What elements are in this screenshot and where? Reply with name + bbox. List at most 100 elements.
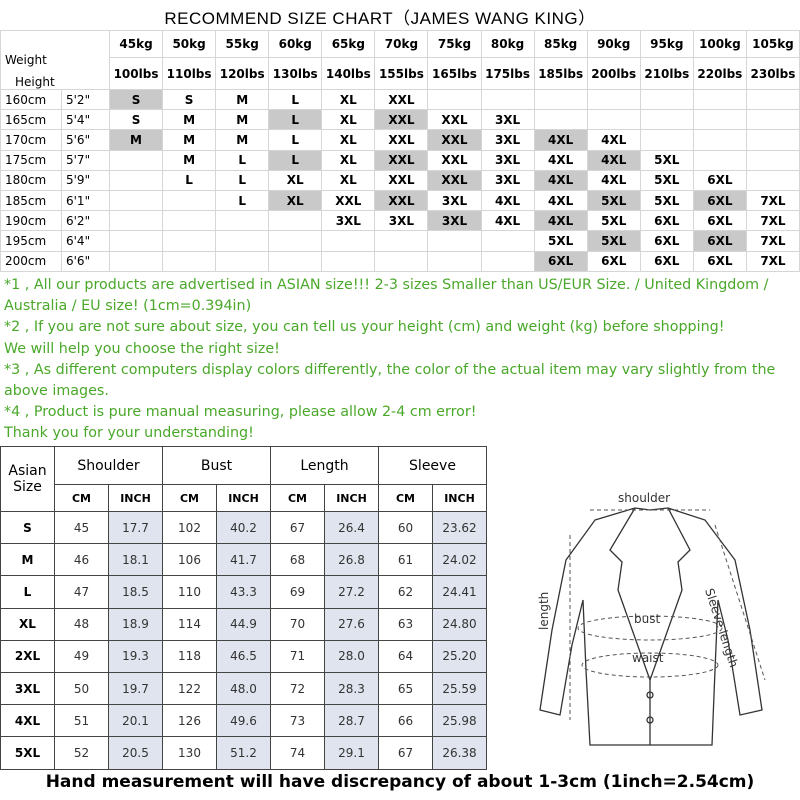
lbs-header: 155lbs <box>375 58 429 90</box>
height-cm: 175cm <box>0 150 62 171</box>
notes: *1 , All our products are advertised in … <box>4 275 784 445</box>
size-cell <box>163 231 217 252</box>
size-name: L <box>0 576 55 609</box>
unit-header: CM <box>163 485 217 512</box>
measure-value: 70 <box>271 608 325 641</box>
note: *2 , If you are not sure about size, you… <box>4 319 725 336</box>
lbs-header: 220lbs <box>693 58 747 90</box>
measure-value: 50 <box>55 673 109 706</box>
lbs-header: 140lbs <box>322 58 376 90</box>
size-cell: 6XL <box>640 231 694 252</box>
size-cell <box>746 170 800 191</box>
height-ft: 5'6" <box>62 130 110 151</box>
measure-value: 44.9 <box>217 608 271 641</box>
kg-header: 85kg <box>534 30 588 58</box>
size-cell: XL <box>322 130 376 151</box>
size-cell <box>428 231 482 252</box>
height-ft: 6'2" <box>62 211 110 232</box>
note: *3 , As different computers display colo… <box>4 361 776 400</box>
corner: Weight Height <box>0 30 110 90</box>
size-cell: M <box>163 130 217 151</box>
size-cell: 5XL <box>640 191 694 212</box>
kg-header: 65kg <box>322 30 376 58</box>
size-cell <box>269 211 323 232</box>
measure-value: 62 <box>379 576 433 609</box>
size-cell: 4XL <box>481 191 535 212</box>
size-cell <box>110 251 164 272</box>
measure-value: 122 <box>163 673 217 706</box>
measure-value: 73 <box>271 705 325 738</box>
size-cell: 6XL <box>640 211 694 232</box>
size-cell <box>216 211 270 232</box>
length-label: length <box>537 592 551 630</box>
measure-value: 114 <box>163 608 217 641</box>
corner-label: Height <box>15 75 55 89</box>
measure-value: 110 <box>163 576 217 609</box>
size-cell: 3XL <box>428 211 482 232</box>
size-cell: XXL <box>428 170 482 191</box>
height-ft: 5'4" <box>62 110 110 131</box>
size-cell <box>375 231 429 252</box>
size-cell <box>110 211 164 232</box>
size-cell <box>746 130 800 151</box>
jacket-diagram: shoulder length bust waist Sleeve length <box>537 491 766 746</box>
size-name: S <box>0 512 55 545</box>
size-cell: S <box>163 90 217 111</box>
lbs-header: 175lbs <box>481 58 535 90</box>
height-ft: 6'6" <box>62 251 110 272</box>
measure-value: 43.3 <box>217 576 271 609</box>
unit-header: CM <box>379 485 433 512</box>
measure-value: 46.5 <box>217 640 271 673</box>
size-cell: XXL <box>375 90 429 111</box>
measure-value: 24.80 <box>433 608 487 641</box>
size-cell: 3XL <box>375 211 429 232</box>
height-cm: 165cm <box>0 110 62 131</box>
measure-value: 20.5 <box>109 737 163 770</box>
lbs-header: 130lbs <box>269 58 323 90</box>
footer: Hand measurement will have discrepancy o… <box>45 772 755 792</box>
size-cell <box>640 110 694 131</box>
size-name: 3XL <box>0 673 55 706</box>
sleeve-label: Sleeve length <box>702 587 741 670</box>
size-cell: XXL <box>322 191 376 212</box>
height-cm: 200cm <box>0 251 62 272</box>
height-ft: 5'9" <box>62 170 110 191</box>
measure-value: 68 <box>271 544 325 577</box>
measure-value: 130 <box>163 737 217 770</box>
size-cell: 4XL <box>587 150 641 171</box>
size-cell <box>587 110 641 131</box>
measure-value: 49.6 <box>217 705 271 738</box>
lbs-header: 165lbs <box>428 58 482 90</box>
measure-value: 40.2 <box>217 512 271 545</box>
size-cell <box>693 90 747 111</box>
note: *1 , All our products are advertised in … <box>4 277 769 315</box>
measure-value: 28.3 <box>325 673 379 706</box>
measure-value: 26.38 <box>433 737 487 770</box>
measure-value: 69 <box>271 576 325 609</box>
measure-value: 63 <box>379 608 433 641</box>
size-cell: 5XL <box>587 211 641 232</box>
group-header: Shoulder <box>55 446 163 485</box>
size-cell: 5XL <box>640 170 694 191</box>
size-cell <box>428 90 482 111</box>
size-cell <box>587 90 641 111</box>
measure-value: 23.62 <box>433 512 487 545</box>
size-cell <box>110 231 164 252</box>
size-cell: XXL <box>375 170 429 191</box>
shoulder-label: shoulder <box>618 491 670 505</box>
measure-value: 18.9 <box>109 608 163 641</box>
size-cell: L <box>216 170 270 191</box>
kg-header: 45kg <box>110 30 164 58</box>
kg-header: 95kg <box>640 30 694 58</box>
size-cell <box>746 90 800 111</box>
measure-value: 61 <box>379 544 433 577</box>
size-cell <box>693 110 747 131</box>
size-cell: XL <box>322 150 376 171</box>
measure-value: 25.59 <box>433 673 487 706</box>
size-cell <box>110 191 164 212</box>
size-cell: XXL <box>428 110 482 131</box>
title: RECOMMEND SIZE CHART（JAMES WANG KING） <box>164 9 596 28</box>
height-cm: 180cm <box>0 170 62 191</box>
measure-value: 41.7 <box>217 544 271 577</box>
lbs-header: 110lbs <box>163 58 217 90</box>
